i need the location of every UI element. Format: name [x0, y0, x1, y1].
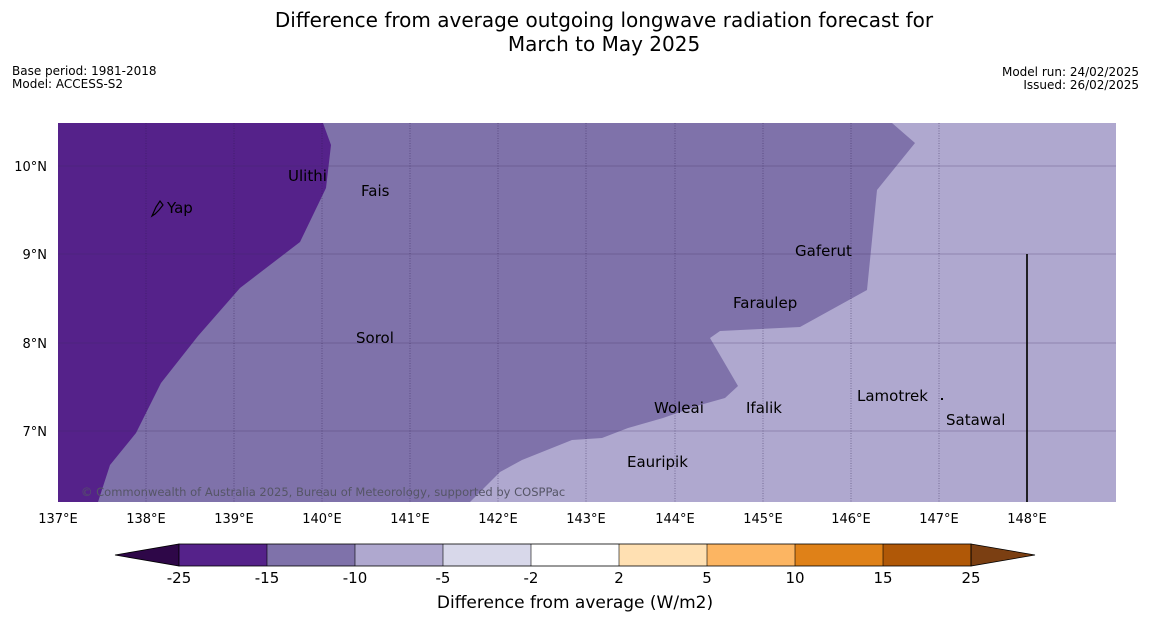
place-label-faraulep: Faraulep: [733, 294, 797, 312]
place-label-sorol: Sorol: [356, 329, 394, 347]
colorbar-tick-7: 10: [785, 569, 804, 587]
place-label-yap: Yap: [166, 199, 193, 217]
lon-label-141e: 141°E: [390, 512, 430, 527]
yap-island: [150, 199, 164, 218]
info-right: Model run: 24/02/2025 Issued: 26/02/2025: [1002, 66, 1139, 92]
colorbar: -25 -15 -10 -5 -2 2 5 10 15 25: [114, 543, 1036, 587]
lon-label-148e: 148°E: [1007, 512, 1047, 527]
colorbar-segment-6: [619, 544, 707, 566]
lat-axis: 10°N 9°N 8°N 7°N: [14, 160, 47, 440]
place-label-fais: Fais: [361, 182, 390, 200]
colorbar-over-arrow: [970, 543, 1036, 567]
lon-label-143e: 143°E: [566, 512, 606, 527]
colorbar-tick-9: 25: [961, 569, 980, 587]
colorbar-outline: [178, 543, 972, 567]
place-label-lamotrek: Lamotrek: [857, 387, 928, 405]
lon-gridlines: [145, 123, 940, 502]
lon-label-145e: 145°E: [743, 512, 783, 527]
lat-label-10n: 10°N: [14, 160, 47, 175]
colorbar-tick-3: -5: [436, 569, 451, 587]
lon-label-144e: 144°E: [655, 512, 695, 527]
lat-label-8n: 8°N: [23, 337, 48, 352]
place-label-satawal: Satawal: [946, 411, 1005, 429]
title-line-2: March to May 2025: [507, 32, 701, 56]
colorbar-segment-5: [531, 544, 619, 566]
lon-label-138e: 138°E: [126, 512, 166, 527]
lon-axis: 137°E 138°E 139°E 140°E 141°E 142°E 143°…: [38, 512, 1047, 527]
colorbar-segment-7: [707, 544, 795, 566]
base-period: Base period: 1981-2018: [12, 64, 157, 78]
lon-label-140e: 140°E: [302, 512, 342, 527]
map-title: Difference from average outgoing longwav…: [0, 8, 1150, 56]
colorbar-tick-6: 5: [702, 569, 712, 587]
colorbar-tick-5: 2: [614, 569, 624, 587]
place-label-eauripik: Eauripik: [627, 453, 688, 471]
place-label-ulithi: Ulithi: [288, 167, 327, 185]
colorbar-tick-8: 15: [873, 569, 892, 587]
colorbar-tick-2: -10: [343, 569, 368, 587]
lat-gridlines: [58, 165, 1116, 432]
colorbar-under-arrow: [114, 543, 180, 567]
place-label-gaferut: Gaferut: [795, 242, 852, 260]
place-label-woleai: Woleai: [654, 399, 704, 417]
colorbar-label: Difference from average (W/m2): [436, 593, 714, 613]
lon-label-142e: 142°E: [478, 512, 518, 527]
lat-label-9n: 9°N: [23, 248, 48, 263]
map-panel[interactable]: Ulithi Fais Yap Gaferut Faraulep Sorol L…: [58, 123, 1116, 502]
colorbar-tick-0: -25: [167, 569, 192, 587]
colorbar-segment-3: [355, 544, 443, 566]
lon-label-137e: 137°E: [38, 512, 78, 527]
colorbar-segment-1: [179, 544, 267, 566]
lon-label-147e: 147°E: [919, 512, 959, 527]
info-left: Base period: 1981-2018 Model: ACCESS-S2: [12, 65, 157, 91]
copyright-notice: © Commonwealth of Australia 2025, Bureau…: [81, 485, 565, 499]
model-run: Model run: 24/02/2025: [1001, 65, 1139, 79]
lat-label-7n: 7°N: [23, 425, 48, 440]
issued-date: Issued: 26/02/2025: [1023, 78, 1139, 92]
band-below-minus15: [58, 123, 331, 502]
colorbar-segment-2: [267, 544, 355, 566]
place-label-ifalik: Ifalik: [746, 399, 782, 417]
model-name: Model: ACCESS-S2: [12, 77, 124, 91]
lon-label-139e: 139°E: [214, 512, 254, 527]
lon-label-146e: 146°E: [831, 512, 871, 527]
islet-dot: [941, 398, 943, 400]
colorbar-segment-9: [883, 544, 971, 566]
colorbar-tick-1: -15: [255, 569, 280, 587]
colorbar-tick-4: -2: [524, 569, 539, 587]
title-line-1: Difference from average outgoing longwav…: [274, 8, 934, 32]
colorbar-segment-4: [443, 544, 531, 566]
colorbar-segment-8: [795, 544, 883, 566]
